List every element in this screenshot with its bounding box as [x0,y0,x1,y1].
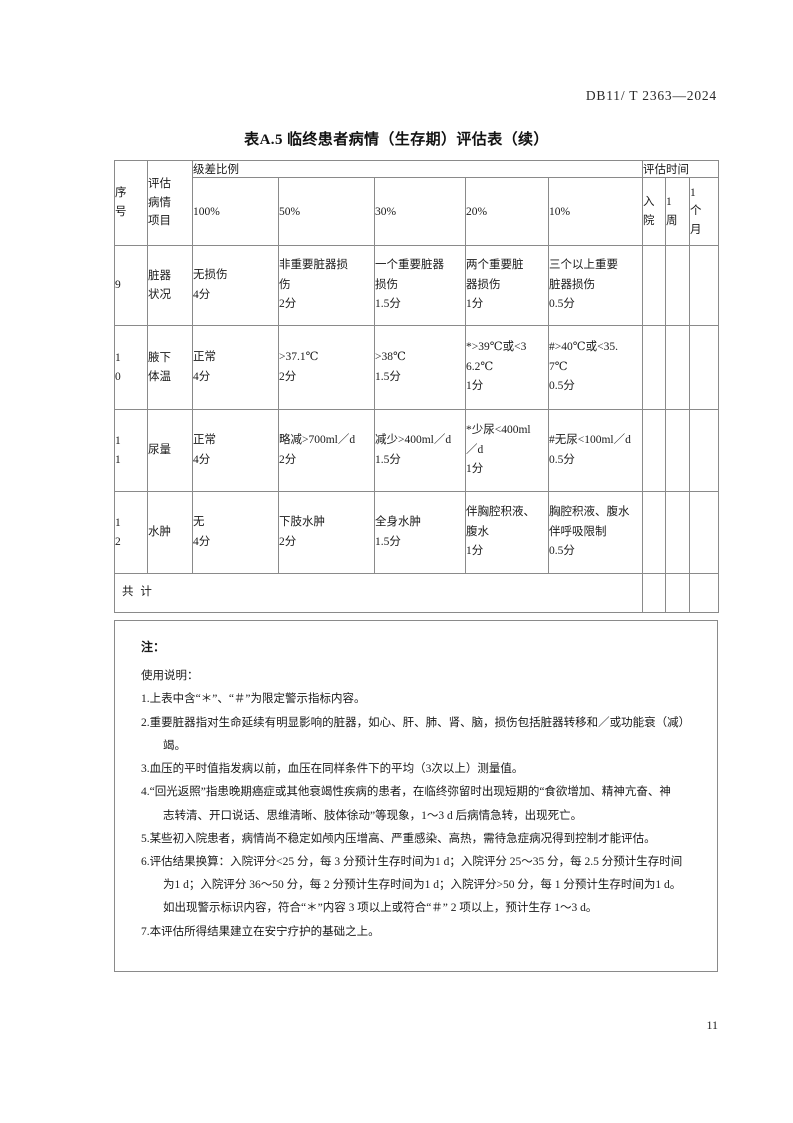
table-title: 表A.5 临终患者病情（生存期）评估表（续） [244,132,549,148]
note-line: 竭。 [163,739,186,752]
row-cell-one-month[interactable] [689,409,720,492]
table-header-row-top: 序 号 评估 病情 项目 级差比例 评估时间 [114,160,720,246]
note-line: 2.重要脏器指对生命延续有明显影响的脏器，如心、肝、肺、肾、脑，损伤包括脏器转移… [141,716,691,729]
row-cell-one-week[interactable] [665,245,691,326]
row-cell-one-month[interactable] [689,325,720,410]
note-line: 6.评估结果换算：入院评分<25 分，每 3 分预计生存时间为1 d；入院评分 … [141,855,683,868]
header-pct-10: 10% [547,177,644,246]
header-time-admission: 入 院 [642,177,667,246]
table-total-row: 共 计 [113,573,720,613]
note-line: 使用说明： [141,670,199,683]
header-pct-50: 50% [278,177,375,246]
total-label: 共 计 [113,573,644,613]
table-row: 9 脏器 状况 无损伤 4分 非重要脏器损 伤 2分 [114,245,720,326]
header-pct-30: 30% [374,177,466,246]
row-item-name: 尿量 [147,409,193,492]
table-row: 1 0 腋下 体温 正常 4分 >37.1℃ 2分 [114,325,720,410]
note-line: 志转清、开口说话、思维清晰、肢体徐动”等现象，1～3 d 后病情急转，出现死亡。 [163,809,583,822]
row-cell-one-month[interactable] [689,245,720,326]
row-seq-no: 1 0 [114,325,148,410]
assessment-table: 序 号 评估 病情 项目 级差比例 评估时间 100% 50% 30% [113,160,720,613]
row-cell-one-week[interactable] [665,409,691,492]
row-cell-100: 无损伤 4分 [192,245,279,326]
row-cell-10: 胸腔积液、腹水 伴呼吸限制 0.5分 [547,491,644,574]
note-line: 5.某些初入院患者，病情尚不稳定如颅内压增高、严重感染、高热，需待急症病况得到控… [141,832,656,845]
row-item-name: 腋下 体温 [147,325,193,410]
header-assessment-time: 评估时间 [642,160,720,178]
row-cell-50: 下肢水肿 2分 [278,491,375,574]
notes-title: 注： [141,640,166,654]
notes-box: 注： 使用说明： 1.上表中含“＊”、“＃”为限定警示指标内容。 2.重要脏器指… [114,620,718,972]
row-cell-10: #>40℃或<35. 7℃ 0.5分 [547,325,644,410]
note-line: 7.本评估所得结果建立在安宁疗护的基础之上。 [141,925,380,938]
note-line: 4.“回光返照”指患晚期癌症或其他衰竭性疾病的患者，在临终弥留时出现短期的“食欲… [141,786,671,799]
row-cell-50: 非重要脏器损 伤 2分 [278,245,375,326]
row-cell-admission[interactable] [642,245,667,326]
row-cell-20: 伴胸腔积液、 腹水 1分 [465,491,549,574]
row-cell-admission[interactable] [642,325,667,410]
row-cell-50: 略减>700ml／d 2分 [278,409,375,492]
table-row: 1 2 水肿 无 4分 下肢水肿 2分 全身水肿 [114,491,720,574]
row-cell-20: *少尿<400ml ／d 1分 [465,409,549,492]
assessment-table-wrapper: 序 号 评估 病情 项目 级差比例 评估时间 100% 50% 30% [113,160,720,613]
row-cell-30: 减少>400ml／d 1.5分 [374,409,466,492]
header-time-one-month: 1 个 月 [689,177,720,246]
header-seq-no: 序 号 [114,160,148,246]
row-cell-30: 全身水肿 1.5分 [374,491,466,574]
header-pct-100: 100% [192,177,279,246]
row-cell-20: *>39℃或<3 6.2℃ 1分 [465,325,549,410]
row-cell-10: 三个以上重要 脏器损伤 0.5分 [547,245,644,326]
note-line: 如出现警示标识内容，符合“＊”内容 3 项以上或符合“＃” 2 项以上，预计生存… [163,902,598,915]
table-header-row-bottom: 100% 50% 30% 20% 10% 入 院 1 周 1 个 [115,177,720,246]
header-pct-20: 20% [465,177,549,246]
table-row: 1 1 尿量 正常 4分 略减>700ml／d 2分 减 [114,409,720,492]
note-line: 为1 d；入院评分 36～50 分，每 2 分预计生存时间为1 d；入院评分>5… [163,879,682,892]
row-cell-one-week[interactable] [665,491,691,574]
row-cell-100: 正常 4分 [192,325,279,410]
row-cell-one-month[interactable] [689,491,720,574]
header-assessment-item: 评估 病情 项目 [147,160,193,246]
page-number: 11 [706,1018,718,1032]
header-grade-ratio: 级差比例 [191,160,644,178]
running-header-standard-number: DB11/ T 2363—2024 [585,88,717,103]
row-cell-admission[interactable] [642,409,667,492]
row-item-name: 水肿 [147,491,193,574]
row-item-name: 脏器 状况 [147,245,193,326]
total-cell-admission[interactable] [642,573,667,613]
row-cell-50: >37.1℃ 2分 [278,325,375,410]
row-cell-30: >38℃ 1.5分 [374,325,466,410]
row-cell-30: 一个重要脏器 损伤 1.5分 [374,245,466,326]
row-seq-no: 1 2 [114,491,148,574]
row-seq-no: 9 [114,245,148,326]
row-cell-one-week[interactable] [665,325,691,410]
row-cell-admission[interactable] [642,491,667,574]
row-cell-100: 无 4分 [192,491,279,574]
note-line: 3.血压的平时值指发病以前，血压在同样条件下的平均（3次以上）测量值。 [141,763,524,776]
total-cell-one-month[interactable] [689,573,720,613]
total-cell-one-week[interactable] [665,573,691,613]
row-cell-20: 两个重要脏 器损伤 1分 [465,245,549,326]
row-cell-100: 正常 4分 [192,409,279,492]
row-cell-10: #无尿<100ml／d 0.5分 [547,409,644,492]
row-seq-no: 1 1 [114,409,148,492]
header-time-one-week: 1 周 [665,177,691,246]
note-line: 1.上表中含“＊”、“＃”为限定警示指标内容。 [141,693,366,706]
